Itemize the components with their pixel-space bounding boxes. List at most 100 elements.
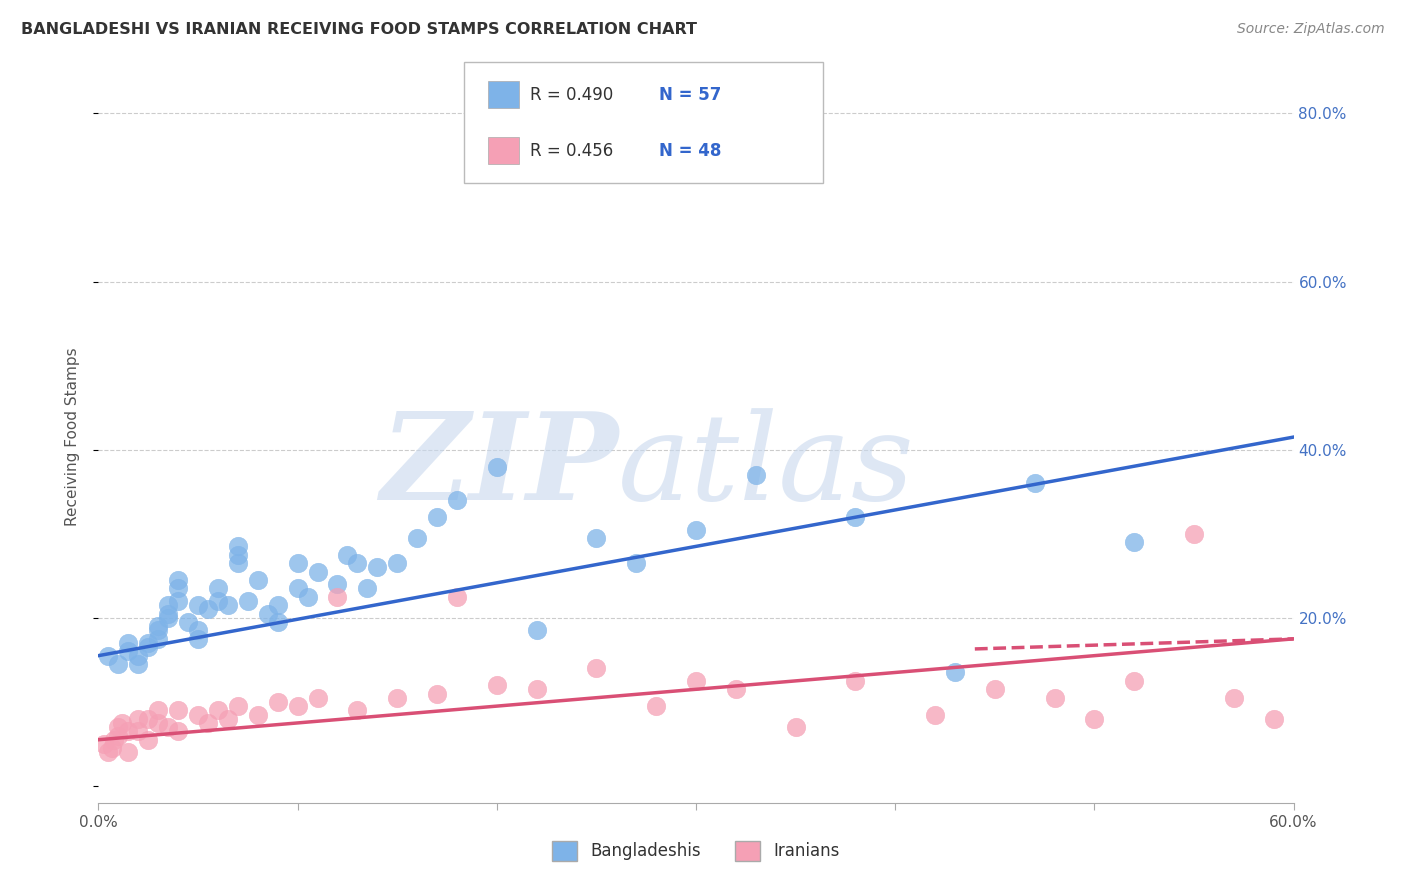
Point	[167, 594, 190, 608]
Point	[1223, 690, 1246, 705]
Point	[226, 556, 249, 570]
Point	[136, 732, 159, 747]
Point	[426, 686, 449, 700]
Point	[1263, 712, 1285, 726]
Point	[187, 599, 209, 613]
Point	[148, 632, 170, 646]
Text: N = 57: N = 57	[659, 86, 721, 103]
Point	[943, 665, 966, 680]
Point	[307, 690, 329, 705]
Point	[366, 560, 388, 574]
Point	[197, 602, 219, 616]
Point	[1182, 526, 1205, 541]
Point	[97, 648, 120, 663]
Point	[356, 582, 378, 596]
Point	[485, 459, 508, 474]
Text: N = 48: N = 48	[659, 142, 721, 160]
Point	[157, 611, 180, 625]
Point	[107, 729, 129, 743]
Text: Source: ZipAtlas.com: Source: ZipAtlas.com	[1237, 22, 1385, 37]
Point	[246, 573, 269, 587]
Point	[103, 732, 125, 747]
Point	[107, 657, 129, 671]
Point	[187, 632, 209, 646]
Point	[148, 715, 170, 730]
Point	[267, 695, 290, 709]
Point	[148, 703, 170, 717]
Point	[426, 510, 449, 524]
Point	[226, 699, 249, 714]
Point	[117, 636, 139, 650]
Point	[207, 594, 229, 608]
Point	[107, 720, 129, 734]
Point	[287, 699, 309, 714]
Point	[585, 531, 607, 545]
Point	[256, 607, 278, 621]
Point	[148, 619, 170, 633]
Point	[117, 644, 139, 658]
Point	[685, 523, 707, 537]
Point	[167, 703, 190, 717]
Point	[136, 640, 159, 655]
Point	[645, 699, 668, 714]
Point	[346, 703, 368, 717]
Point	[226, 540, 249, 554]
Point	[984, 682, 1007, 697]
Point	[167, 573, 190, 587]
Point	[1123, 535, 1146, 549]
Point	[167, 724, 190, 739]
Point	[187, 707, 209, 722]
Point	[297, 590, 319, 604]
Point	[207, 582, 229, 596]
Point	[785, 720, 807, 734]
Text: atlas: atlas	[619, 408, 915, 525]
Point	[217, 712, 239, 726]
Point	[406, 531, 429, 545]
Point	[236, 594, 259, 608]
Point	[385, 556, 409, 570]
Point	[1043, 690, 1066, 705]
Point	[136, 712, 159, 726]
Point	[207, 703, 229, 717]
Point	[446, 493, 468, 508]
Point	[111, 715, 134, 730]
Point	[177, 615, 200, 629]
Point	[157, 599, 180, 613]
Point	[844, 510, 866, 524]
Point	[526, 682, 548, 697]
Point	[226, 548, 249, 562]
Point	[326, 577, 349, 591]
Point	[326, 590, 349, 604]
Y-axis label: Receiving Food Stamps: Receiving Food Stamps	[65, 348, 80, 526]
Point	[267, 599, 290, 613]
Point	[626, 556, 648, 570]
Point	[1083, 712, 1105, 726]
Point	[446, 590, 468, 604]
Legend: Bangladeshis, Iranians: Bangladeshis, Iranians	[546, 834, 846, 868]
Point	[745, 467, 768, 482]
Point	[336, 548, 359, 562]
Point	[685, 673, 707, 688]
Point	[167, 582, 190, 596]
Point	[148, 624, 170, 638]
Point	[117, 745, 139, 759]
Point	[197, 715, 219, 730]
Point	[127, 724, 149, 739]
Text: R = 0.456: R = 0.456	[530, 142, 613, 160]
Point	[117, 724, 139, 739]
Point	[585, 661, 607, 675]
Point	[287, 556, 309, 570]
Point	[307, 565, 329, 579]
Point	[97, 745, 120, 759]
Point	[127, 657, 149, 671]
Point	[385, 690, 409, 705]
Text: BANGLADESHI VS IRANIAN RECEIVING FOOD STAMPS CORRELATION CHART: BANGLADESHI VS IRANIAN RECEIVING FOOD ST…	[21, 22, 697, 37]
Point	[724, 682, 747, 697]
Point	[157, 607, 180, 621]
Point	[526, 624, 548, 638]
Point	[127, 712, 149, 726]
Point	[844, 673, 866, 688]
Point	[93, 737, 115, 751]
Point	[267, 615, 290, 629]
Point	[101, 741, 124, 756]
